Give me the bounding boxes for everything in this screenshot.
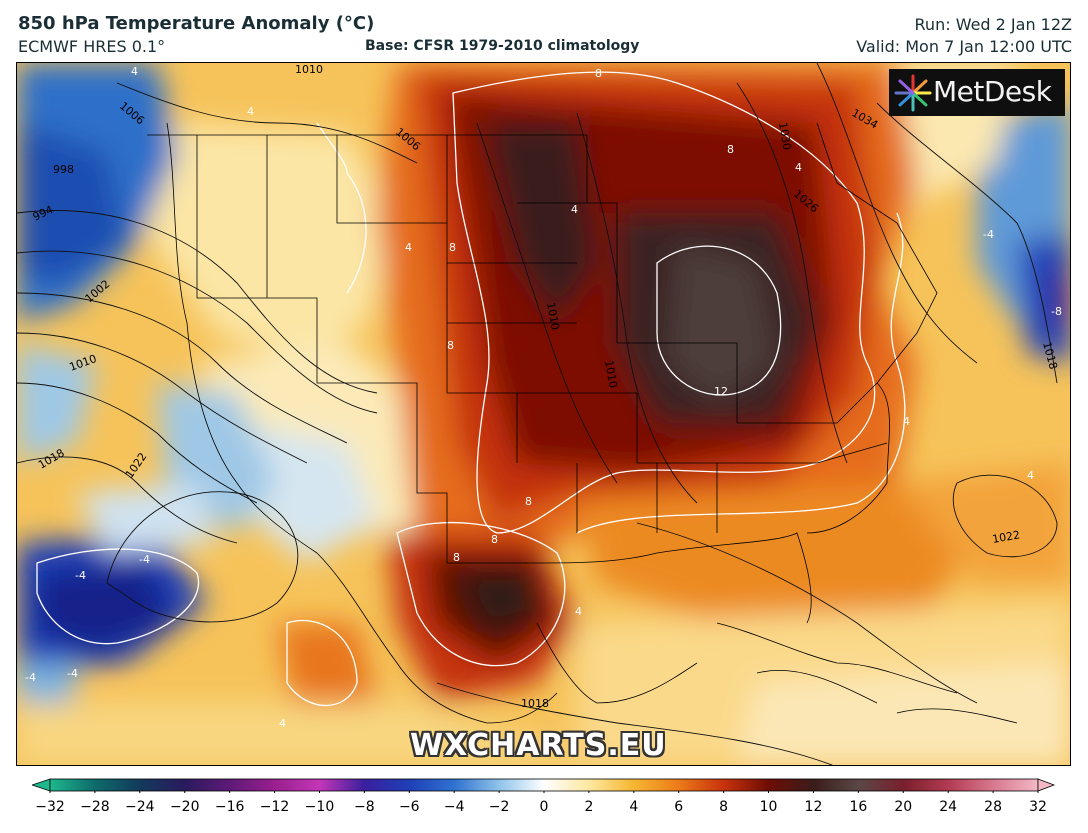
colorbar	[32, 778, 1056, 793]
isobar-label: 1022	[991, 528, 1021, 546]
climatology-base-label: Base: CFSR 1979-2010 climatology	[365, 38, 640, 54]
colorbar-tick-label: −4	[443, 799, 465, 815]
colorbar-tick-label: −16	[214, 799, 245, 815]
colorbar-tick-label: −2	[488, 799, 510, 815]
anomaly-label: 4	[1027, 469, 1034, 482]
colorbar-tick-label: 4	[629, 799, 639, 815]
anomaly-label: -4	[75, 569, 86, 582]
anomaly-labels: 4 4 8 8 4 8 8 4 12 8 8 8 4 4 -4 -4 -4 -4…	[25, 65, 1062, 730]
isobar-label: 1010	[295, 63, 323, 76]
chart-title: 850 hPa Temperature Anomaly (°C)	[18, 13, 375, 34]
model-label: ECMWF HRES 0.1°	[18, 37, 166, 56]
run-time-label: Run: Wed 2 Jan 12Z	[914, 15, 1072, 34]
isobars	[17, 63, 1058, 765]
colorbar-tick-label: 10	[759, 799, 778, 815]
anomaly-label: 8	[447, 339, 454, 352]
colorbar-tick-label: −12	[259, 799, 290, 815]
colorbar-tick-label: 32	[1029, 799, 1047, 815]
anomaly-label: 8	[595, 67, 602, 80]
colorbar-gradient	[49, 778, 1039, 792]
colorbar-tick-label: −6	[398, 799, 420, 815]
valid-time-label: Valid: Mon 7 Jan 12:00 UTC	[856, 37, 1072, 56]
anomaly-label: 4	[131, 65, 138, 78]
anomaly-label: 4	[571, 203, 578, 216]
anomaly-label: 4	[405, 241, 412, 254]
isobar-label: 1010	[544, 301, 562, 331]
anomaly-label: 4	[903, 415, 910, 428]
anomaly-label: 4	[247, 105, 254, 118]
isobar-label: 998	[53, 163, 74, 176]
anomaly-label: 8	[727, 143, 734, 156]
colorbar-tick-label: −32	[35, 799, 65, 815]
logo-text: MetDesk	[933, 75, 1052, 108]
anomaly-label: 4	[575, 605, 582, 618]
colorbar-min-arrow	[32, 778, 51, 792]
colorbar-tick-label: −24	[125, 799, 155, 815]
anomaly-label: 4	[279, 717, 286, 730]
colorbar-tick-label: 8	[719, 799, 729, 815]
colorbar-tick-label: 28	[984, 799, 1002, 815]
colorbar-tick-label: −10	[304, 799, 335, 815]
anomaly-label: -4	[25, 671, 36, 684]
anomaly-label: -4	[139, 553, 150, 566]
colorbar-tick-label: 12	[804, 799, 823, 815]
isobar-label: 1030	[776, 121, 794, 151]
colorbar-max-arrow	[1037, 778, 1056, 792]
isobar-label: 1018	[521, 697, 549, 710]
anomaly-label: 12	[714, 385, 728, 398]
anomaly-label: -8	[1051, 305, 1062, 318]
colorbar-tick-label: 0	[539, 799, 549, 815]
anomaly-field	[17, 63, 1070, 765]
colorbar-tick-label: −8	[354, 799, 375, 815]
colorbar-tick-label: −28	[80, 799, 110, 815]
colorbar-tick-label: 6	[674, 799, 684, 815]
colorbar-tick-label: 2	[584, 799, 594, 815]
anomaly-label: 8	[525, 495, 532, 508]
colorbar-tick-label: 16	[849, 799, 868, 815]
anomaly-label: 8	[491, 533, 498, 546]
weather-map[interactable]: 1010 1006 998 994 1002 1010 1018 1022 10…	[16, 62, 1071, 766]
colorbar-tick-label: −20	[169, 799, 200, 815]
borders	[147, 122, 1018, 724]
anomaly-label: -4	[983, 228, 994, 241]
anomaly-label: 8	[453, 551, 460, 564]
anomaly-label: 4	[795, 161, 802, 174]
metdesk-logo: MetDesk	[889, 69, 1065, 116]
starburst-logo-icon	[894, 74, 932, 112]
colorbar-tick-label: 24	[939, 799, 958, 815]
anomaly-label: 8	[449, 241, 456, 254]
isobar-label: 1010	[602, 359, 620, 389]
anomaly-label: -4	[67, 667, 78, 680]
colorbar-tick-label: 20	[894, 799, 913, 815]
watermark: WXCHARTS.EU	[410, 728, 667, 763]
